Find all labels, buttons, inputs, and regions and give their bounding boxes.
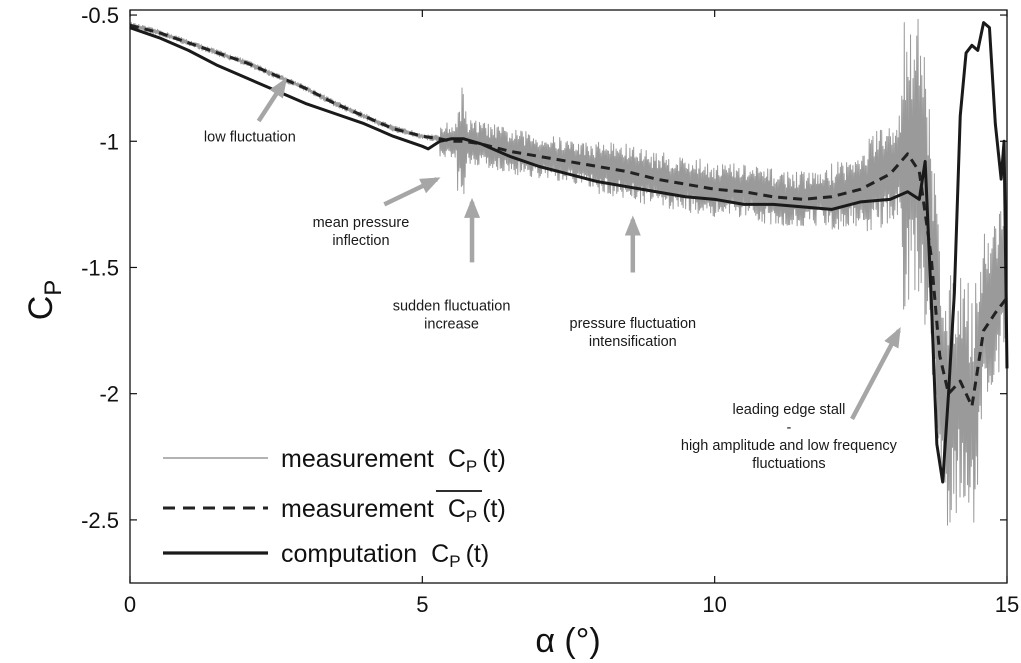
annotation-arrow bbox=[850, 327, 901, 420]
x-axis-label: α (°) bbox=[535, 622, 600, 660]
y-axis-label-sub: P bbox=[40, 280, 67, 296]
annotation-text: intensification bbox=[589, 334, 677, 350]
annotation-text: increase bbox=[424, 316, 479, 332]
y-tick-label: -2 bbox=[99, 382, 119, 407]
series-layer bbox=[129, 18, 1009, 526]
legend-mean-suffix: (t) bbox=[482, 495, 506, 523]
annotation-text: leading edge stall bbox=[732, 402, 845, 418]
series-computed-line bbox=[129, 21, 1009, 484]
legend-entry-computed: computation CP (t) bbox=[281, 540, 489, 571]
y-tick-label: -2.5 bbox=[81, 508, 119, 533]
x-tick-label: 10 bbox=[702, 592, 726, 617]
y-tick-label: -1 bbox=[99, 129, 119, 154]
annotation-text: fluctuations bbox=[752, 456, 825, 472]
x-tick-label: 15 bbox=[995, 592, 1019, 617]
legend-mean-sub: P bbox=[466, 507, 477, 526]
x-tick-label: 0 bbox=[124, 592, 136, 617]
plot-frame bbox=[129, 9, 1008, 584]
legend-entry-mean: measurement CP (t) bbox=[281, 495, 506, 526]
annotations: low fluctuation mean pressure inflection su… bbox=[204, 77, 901, 472]
y-axis-label-base: C bbox=[22, 296, 60, 321]
y-axis-label: CP bbox=[22, 280, 67, 321]
y-tick-label: -0.5 bbox=[81, 3, 119, 28]
annotation-text: - bbox=[786, 420, 791, 436]
annotation-arrow bbox=[383, 177, 441, 207]
legend-computed-prefix: computation bbox=[281, 540, 417, 568]
y-tick-label: -1.5 bbox=[81, 255, 119, 280]
plot-background bbox=[130, 10, 1007, 583]
ticks-layer: 0 5 10 15 -0.5 -1 -1.5 -2 -2.5 bbox=[81, 3, 1019, 617]
annotation-text: high amplitude and low frequency bbox=[681, 438, 898, 454]
annotation-text: mean pressure bbox=[313, 215, 410, 231]
annotation-text: inflection bbox=[332, 233, 389, 249]
annotation-arrow bbox=[256, 77, 288, 123]
legend-mean-prefix: measurement bbox=[281, 495, 434, 523]
legend-measured-symbol: C bbox=[448, 445, 466, 473]
legend-entry-measured: measurement CP (t) bbox=[281, 445, 506, 476]
legend-measured-sub: P bbox=[466, 457, 477, 476]
legend-mean-symbol: C bbox=[448, 495, 466, 523]
legend-computed-symbol: C bbox=[431, 540, 449, 568]
x-tick-label: 5 bbox=[416, 592, 428, 617]
legend: measurement CP (t) measurement CP (t) comp… bbox=[163, 445, 506, 571]
legend-measured-suffix: (t) bbox=[482, 445, 506, 473]
legend-computed-suffix: (t) bbox=[466, 540, 490, 568]
annotation-text: low fluctuation bbox=[204, 129, 296, 145]
legend-computed-sub: P bbox=[449, 552, 460, 571]
annotation-text: pressure fluctuation bbox=[570, 316, 697, 332]
series-mean-line bbox=[129, 23, 1009, 408]
legend-measured-prefix: measurement bbox=[281, 445, 434, 473]
annotation-text: sudden fluctuation bbox=[393, 298, 511, 314]
